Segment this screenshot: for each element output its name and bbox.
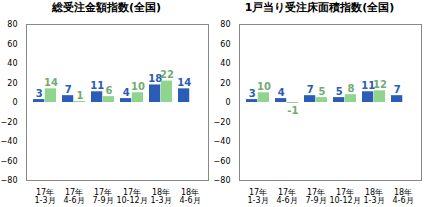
svg-text:17年10-12月: 17年10-12月 <box>329 188 360 205</box>
svg-text:14: 14 <box>177 77 191 88</box>
svg-text:20: 20 <box>220 79 230 88</box>
svg-text:−60: −60 <box>1 157 18 166</box>
svg-text:3: 3 <box>249 88 256 99</box>
svg-text:-1: -1 <box>287 105 298 116</box>
svg-text:18年4-6月: 18年4-6月 <box>392 188 413 205</box>
svg-text:14: 14 <box>44 77 58 88</box>
svg-text:17年4-6月: 17年4-6月 <box>276 188 297 205</box>
svg-text:−40: −40 <box>214 137 231 146</box>
svg-text:10: 10 <box>131 81 145 92</box>
svg-text:12: 12 <box>373 79 387 90</box>
svg-text:80: 80 <box>220 20 230 29</box>
svg-text:80: 80 <box>7 20 17 29</box>
svg-text:20: 20 <box>7 79 17 88</box>
html-text:1戸当り受注床面積指数(全国): 1戸当り受注床面積指数(全国) <box>244 1 395 14</box>
svg-text:6: 6 <box>105 85 112 96</box>
svg-text:5: 5 <box>318 86 325 97</box>
svg-text:60: 60 <box>220 40 230 49</box>
svg-text:7: 7 <box>394 84 401 95</box>
svg-text:11: 11 <box>90 80 104 91</box>
svg-text:1: 1 <box>76 90 83 101</box>
svg-text:4: 4 <box>123 87 130 98</box>
svg-text:17年4-6月: 17年4-6月 <box>63 188 84 205</box>
svg-text:11: 11 <box>361 80 376 91</box>
svg-text:22: 22 <box>160 69 174 80</box>
svg-text:17年1-3月: 17年1-3月 <box>34 188 55 205</box>
svg-text:−80: −80 <box>214 176 231 185</box>
svg-text:40: 40 <box>220 59 230 68</box>
svg-text:17年10-12月: 17年10-12月 <box>116 188 147 205</box>
svg-text:60: 60 <box>7 40 17 49</box>
svg-text:10: 10 <box>257 81 271 92</box>
svg-text:−40: −40 <box>1 137 18 146</box>
svg-text:−20: −20 <box>214 118 231 127</box>
svg-text:18年4-6月: 18年4-6月 <box>179 188 200 205</box>
svg-text:0: 0 <box>12 98 17 107</box>
svg-text:−20: −20 <box>1 118 18 127</box>
svg-text:−60: −60 <box>214 157 231 166</box>
svg-text:8: 8 <box>347 83 354 94</box>
svg-text:7: 7 <box>307 84 314 95</box>
svg-text:17年7-9月: 17年7-9月 <box>92 188 113 205</box>
svg-text:7: 7 <box>65 84 72 95</box>
html-text:総受注金額指数(全国): 総受注金額指数(全国) <box>52 1 161 14</box>
svg-text:4: 4 <box>278 87 285 98</box>
svg-text:17年7-9月: 17年7-9月 <box>305 188 326 205</box>
svg-text:18: 18 <box>148 73 163 85</box>
svg-text:18年1-3月: 18年1-3月 <box>363 188 384 205</box>
svg-text:40: 40 <box>7 59 17 68</box>
svg-text:5: 5 <box>336 86 343 97</box>
svg-text:17年1-3月: 17年1-3月 <box>247 188 268 205</box>
svg-text:0: 0 <box>225 98 230 107</box>
svg-text:18年1-3月: 18年1-3月 <box>150 188 171 205</box>
svg-text:3: 3 <box>36 88 43 99</box>
svg-text:−80: −80 <box>1 176 18 185</box>
